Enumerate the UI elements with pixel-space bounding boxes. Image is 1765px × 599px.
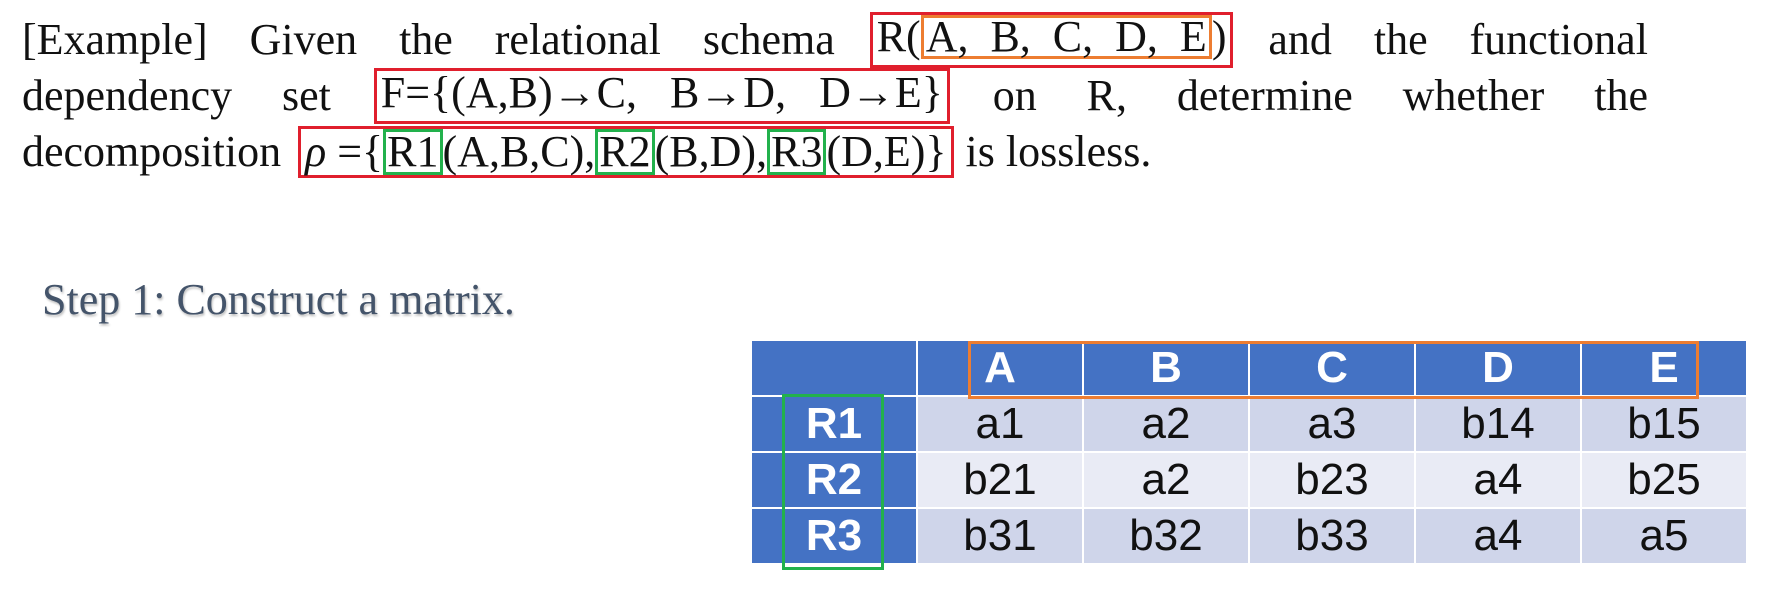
matrix-table: A B C D E R1 a1 a2 a3 b14 b15 R2 b21 a2 … [750,339,1748,565]
problem-line-2: dependency set F={(A,B)→C, B→D, D→E} on … [22,68,1648,124]
matrix-cell: b31 [916,507,1084,565]
word: functional [1469,15,1648,64]
matrix-cell: a2 [1082,395,1250,453]
matrix-cell: b15 [1580,395,1748,453]
schema-name: R( [876,12,921,61]
fd-set: F={(A,B)→C, B→D, D→E} [380,68,943,117]
column-header: C [1248,339,1416,397]
word: and [1268,15,1332,64]
rho-symbol: ρ [305,127,327,176]
table-row: R1 a1 a2 a3 b14 b15 [750,395,1748,453]
word: Given [249,15,358,64]
word: on [992,71,1037,120]
corner-cell [750,339,918,397]
table-row: R2 b21 a2 b23 a4 b25 [750,451,1748,509]
row-header: R1 [750,395,918,453]
r3-highlight: R3 [767,127,827,176]
word: [Example] [22,15,208,64]
schema-highlight: R(A, B, C, D, E) [869,12,1234,68]
matrix-cell: a1 [916,395,1084,453]
matrix-cell: a3 [1248,395,1416,453]
matrix-cell: b23 [1248,451,1416,509]
matrix-cell: b25 [1580,451,1748,509]
problem-line-3: decomposition ρ ={R1(A,B,C),R2(B,D),R3(D… [22,124,1648,180]
matrix-cell: a5 [1580,507,1748,565]
word: determine [1176,71,1353,120]
column-header: E [1580,339,1748,397]
r1-label: R1 [387,127,439,176]
matrix-cell: a4 [1414,451,1582,509]
column-header: D [1414,339,1582,397]
r3-attributes: (D,E)} [826,127,947,176]
r2-highlight: R2 [595,127,655,176]
column-header: B [1082,339,1250,397]
word: whether [1402,71,1545,120]
header-row: A B C D E [750,339,1748,397]
word: relational [494,15,661,64]
word: the [399,15,453,64]
r1-attributes: (A,B,C), [442,127,596,176]
row-header: R3 [750,507,918,565]
r3-label: R3 [771,127,823,176]
schema-attributes-highlight: A, B, C, D, E [920,12,1212,61]
matrix-cell: b32 [1082,507,1250,565]
matrix-cell: a2 [1082,451,1250,509]
word: decomposition [22,127,282,176]
word: the [1373,15,1428,64]
r1-highlight: R1 [383,127,443,176]
word: schema [702,15,835,64]
matrix-cell: b14 [1414,395,1582,453]
r2-attributes: (B,D), [654,127,768,176]
word: the [1594,71,1648,120]
problem-line-1: [Example] Given the relational schema R(… [22,12,1648,68]
word: set [282,71,331,120]
matrix-cell: b33 [1248,507,1416,565]
r2-label: R2 [599,127,651,176]
word: R, [1086,71,1127,120]
table-row: R3 b31 b32 b33 a4 a5 [750,507,1748,565]
fd-set-highlight: F={(A,B)→C, B→D, D→E} [373,68,950,124]
row-header: R2 [750,451,918,509]
schema-attributes: A, B, C, D, E [925,12,1207,61]
decomposition-highlight: ρ ={R1(A,B,C),R2(B,D),R3(D,E)} [298,126,954,178]
matrix-cell: b21 [916,451,1084,509]
matrix-cell: a4 [1414,507,1582,565]
step-title: Step 1: Construct a matrix. [42,275,515,324]
word: dependency [22,71,233,120]
equals-open: ={ [326,127,384,176]
schema-close: ) [1211,12,1227,61]
column-header: A [916,339,1084,397]
line-tail: is lossless. [954,127,1152,176]
